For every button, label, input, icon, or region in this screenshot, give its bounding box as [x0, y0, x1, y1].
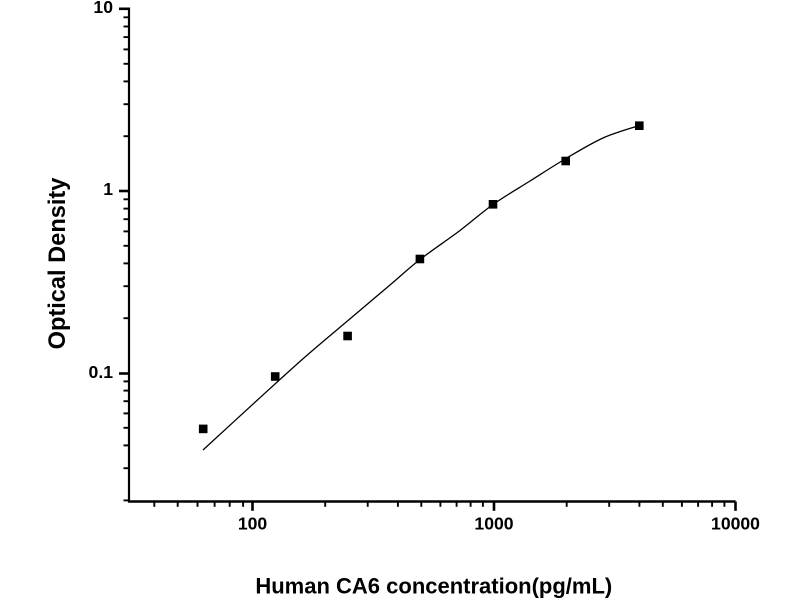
svg-text:Human CA6 concentration(pg/mL): Human CA6 concentration(pg/mL) [255, 574, 612, 599]
svg-text:10: 10 [93, 0, 113, 17]
svg-text:Optical Density: Optical Density [45, 178, 71, 350]
svg-text:10000: 10000 [711, 514, 760, 534]
svg-text:1: 1 [103, 179, 113, 199]
svg-text:100: 100 [238, 514, 268, 534]
svg-text:1000: 1000 [474, 514, 513, 534]
svg-text:0.1: 0.1 [89, 362, 114, 382]
